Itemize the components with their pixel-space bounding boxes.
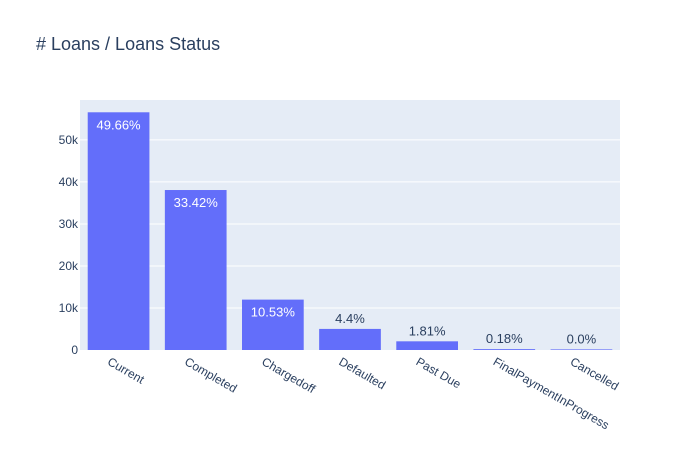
bar-data-label: 1.81% [409,323,446,338]
data-labels: 49.66% 33.42% 10.53% 4.4% 1.81% 0.18% 0.0% [97,117,597,346]
x-axis-ticks: Current Completed Chargedoff Defaulted Past … [105,354,621,432]
y-tick-label: 0 [71,343,78,357]
y-tick-label: 20k [59,259,79,273]
bar-data-label: 4.4% [335,311,365,326]
x-tick-label: Past Due [414,354,464,391]
bar-finalpaymentinprogress [473,349,536,350]
bar-current [87,112,150,351]
y-axis-ticks: 0 10k 20k 30k 40k 50k [59,133,79,357]
x-tick-label: Chargedoff [259,354,318,396]
bar-past-due [396,341,458,350]
x-tick-label: Defaulted [337,354,388,392]
y-tick-label: 50k [59,133,79,147]
bar-cancelled [550,349,613,350]
y-tick-label: 40k [59,175,79,189]
x-tick-label: Current [105,354,147,386]
bar-completed [164,190,227,350]
bar-data-label: 0.0% [567,331,597,346]
bar-data-label: 10.53% [251,305,296,320]
bar-defaulted [319,328,381,350]
chart-title: # Loans / Loans Status [36,34,221,54]
x-tick-label: Completed [182,354,239,395]
y-tick-label: 30k [59,217,79,231]
bar-data-label: 0.18% [486,331,523,346]
bars [87,112,613,351]
bar-chargedoff [242,299,304,350]
bar-data-label: 33.42% [174,195,219,210]
x-tick-label: Cancelled [568,354,621,393]
bar-data-label: 49.66% [97,117,142,132]
y-tick-label: 10k [59,301,79,315]
